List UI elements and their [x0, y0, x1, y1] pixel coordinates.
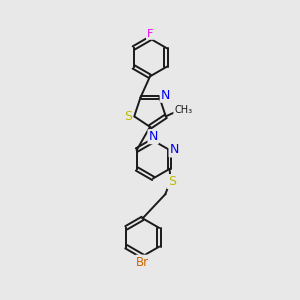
Text: N: N: [161, 89, 170, 102]
Text: S: S: [168, 175, 176, 188]
Text: S: S: [124, 110, 132, 123]
Text: CH₃: CH₃: [174, 105, 192, 115]
Text: Br: Br: [136, 256, 149, 268]
Text: N: N: [148, 130, 158, 143]
Text: N: N: [169, 143, 179, 157]
Text: F: F: [147, 29, 153, 39]
